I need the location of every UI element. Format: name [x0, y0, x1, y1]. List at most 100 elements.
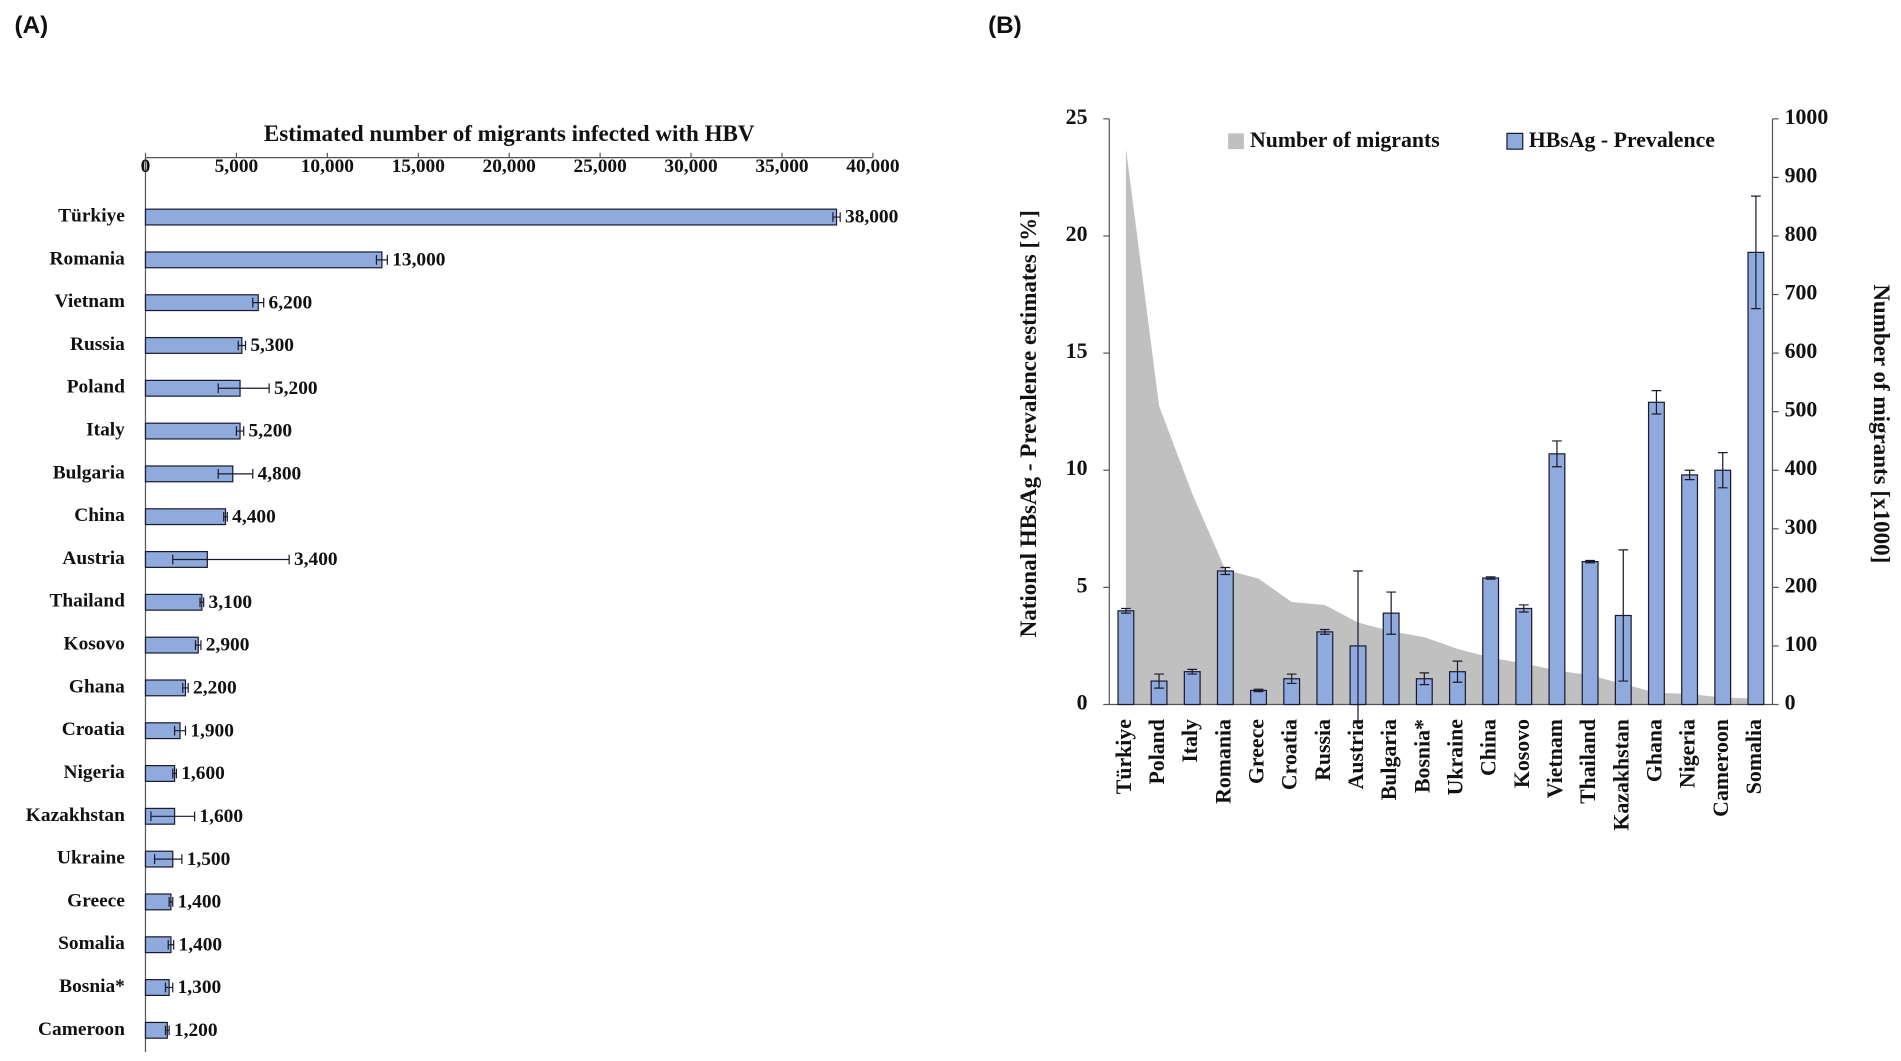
error-bar	[1419, 672, 1430, 686]
x-tick-label: Greece	[1245, 719, 1269, 784]
error-bar	[223, 511, 228, 522]
bar	[1548, 453, 1566, 706]
x-tick-label: Italy	[1178, 719, 1202, 763]
x-tick-label: 25,000	[573, 156, 626, 177]
legend-swatch	[1228, 133, 1244, 150]
y-tick-label: Poland	[67, 377, 125, 398]
y-tick-label: Türkiye	[58, 206, 125, 227]
error-bar	[1187, 668, 1198, 675]
bar	[1216, 570, 1234, 706]
y-axis-label: National HBsAg - Prevalence estimates [%…	[1015, 210, 1041, 637]
y2-tick-label: 300	[1785, 515, 1818, 539]
data-label: 1,400	[179, 934, 223, 955]
error-bar	[1154, 673, 1164, 689]
data-label: 5,300	[250, 335, 294, 356]
error-bar	[1452, 660, 1463, 683]
y-tick-label: Cameroon	[38, 1019, 125, 1040]
legend-label: Number of migrants	[1250, 128, 1440, 152]
x-tick-label: 15,000	[392, 156, 445, 177]
error-bar	[1253, 688, 1264, 693]
bar	[144, 294, 259, 312]
error-bar	[167, 939, 175, 950]
x-tick-label: Romania	[1211, 719, 1235, 804]
bar	[144, 422, 241, 440]
bar	[144, 208, 838, 226]
data-label: 2,200	[193, 678, 237, 699]
data-label: 1,400	[178, 892, 222, 913]
y-tick-label: China	[74, 505, 125, 526]
error-bar	[168, 897, 174, 907]
error-bar	[1286, 673, 1297, 685]
data-label: 1,500	[187, 849, 231, 870]
panel-label: (B)	[988, 12, 1022, 39]
data-label: 1,200	[174, 1020, 218, 1041]
data-label: 6,200	[269, 292, 313, 313]
error-bar	[172, 554, 290, 565]
y-tick-label: 25	[1066, 105, 1088, 129]
error-bar	[235, 426, 245, 436]
bar	[144, 765, 176, 782]
data-label: 1,900	[190, 720, 234, 741]
data-label: 1,600	[181, 763, 225, 784]
bar	[1681, 474, 1699, 706]
y-tick-label: Nigeria	[64, 762, 126, 783]
error-bar	[217, 383, 270, 394]
x-tick-label: 0	[141, 156, 151, 177]
data-label: 4,800	[258, 464, 302, 485]
error-bar	[1353, 570, 1363, 722]
error-bar	[1518, 604, 1529, 613]
y-tick-label: 20	[1066, 222, 1088, 246]
bar	[144, 336, 243, 354]
error-bar	[1386, 591, 1397, 635]
y2-tick-label: 400	[1785, 456, 1818, 480]
error-bar	[182, 683, 189, 693]
y-tick-label: 10	[1066, 456, 1088, 480]
y-tick-label: Kosovo	[64, 634, 125, 655]
bar	[1714, 469, 1732, 706]
y2-tick-label: 600	[1785, 339, 1818, 363]
bar	[1117, 610, 1135, 706]
x-tick-label: Ukraine	[1443, 719, 1467, 796]
bar	[144, 893, 172, 911]
error-bar	[164, 1025, 170, 1036]
data-label: 5,200	[274, 378, 318, 399]
x-tick-label: Austria	[1344, 719, 1368, 789]
y2-axis-label: Number of migrants [x1000]	[1869, 284, 1895, 563]
error-bar	[1552, 440, 1562, 468]
error-bar	[1220, 566, 1231, 576]
x-tick-label: Kazakhstan	[1609, 719, 1633, 831]
y-tick-label: Croatia	[62, 719, 125, 740]
x-tick-label: Vietnam	[1543, 719, 1567, 798]
bar	[144, 936, 172, 954]
y-tick-label: Austria	[62, 548, 125, 569]
error-bar	[1651, 389, 1662, 415]
error-bar	[1121, 607, 1131, 614]
x-tick-label: 30,000	[664, 156, 717, 177]
x-tick-label: Croatia	[1278, 719, 1302, 790]
error-bar	[172, 768, 178, 779]
bar	[1581, 560, 1599, 706]
x-tick-label: 20,000	[483, 156, 536, 177]
y2-tick-label: 900	[1785, 163, 1818, 187]
area	[1125, 148, 1756, 705]
y-tick-label: 0	[1077, 691, 1088, 715]
bar	[1747, 251, 1765, 706]
legend-swatch	[1506, 132, 1524, 150]
error-bar	[252, 297, 265, 308]
y2-tick-label: 0	[1785, 691, 1796, 715]
y-tick-label: Russia	[70, 334, 125, 355]
bar	[1183, 671, 1201, 706]
error-bar	[1717, 452, 1728, 489]
bar	[1647, 401, 1665, 706]
bar	[144, 251, 383, 269]
y2-tick-label: 800	[1785, 222, 1818, 246]
data-label: 3,400	[294, 549, 338, 570]
error-bar	[832, 212, 841, 222]
data-label: 2,900	[206, 635, 250, 656]
error-bar	[164, 982, 174, 993]
bar	[1316, 631, 1334, 706]
x-tick-label: Cameroon	[1709, 719, 1733, 817]
x-tick-label: Poland	[1145, 719, 1169, 784]
y2-tick-label: 1000	[1785, 105, 1829, 129]
